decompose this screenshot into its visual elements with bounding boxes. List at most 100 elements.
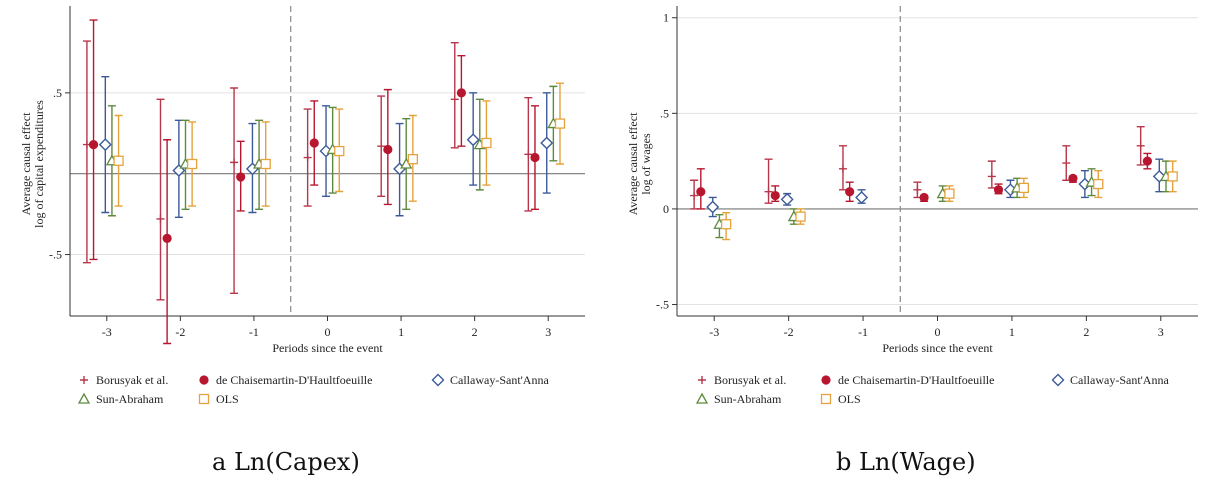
legend: Borusyak et al. de Chaisemartin-D'Haultfo… <box>77 373 549 406</box>
error-bar <box>230 87 239 295</box>
legend: Borusyak et al. de Chaisemartin-D'Haultfo… <box>695 373 1169 406</box>
data-point <box>156 214 165 223</box>
caption-capex: a Ln(Capex) <box>212 448 360 476</box>
series-ols <box>113 82 566 207</box>
y-axis-label: log of capital expenditures <box>32 100 46 228</box>
legend-marker <box>695 392 709 404</box>
x-tick-label: 2 <box>472 325 478 339</box>
data-point <box>554 118 566 129</box>
data-point <box>1136 141 1145 150</box>
data-point <box>780 192 794 206</box>
x-tick-label: -1 <box>858 325 868 339</box>
data-point <box>303 153 312 162</box>
data-point <box>1068 173 1078 183</box>
x-tick-label: -1 <box>249 325 259 339</box>
legend-label: de Chaisemartin-D'Haultfoeuille <box>838 373 994 387</box>
legend-label: Sun-Abraham <box>96 392 164 406</box>
error-bar <box>457 54 466 147</box>
y-axis-label: Average causal effect <box>626 112 640 215</box>
legend-item-ols: OLS <box>198 392 239 406</box>
data-point <box>407 153 418 165</box>
legend-item-ols: OLS <box>820 392 861 406</box>
data-point <box>450 95 459 104</box>
data-point <box>236 172 246 182</box>
data-point <box>855 190 869 204</box>
series-callaway-sant-anna <box>706 158 1166 218</box>
x-tick-label: -2 <box>175 325 185 339</box>
data-point <box>720 219 732 230</box>
data-point <box>88 139 99 150</box>
legend-label: de Chaisemartin-D'Haultfoeuille <box>216 373 372 387</box>
data-point <box>1018 182 1029 194</box>
y-tick-label: 1 <box>663 11 669 25</box>
chart-panel-wage: 1 .5 0 -.5 -3 -2 -1 0 1 2 3 Periods since the event… <box>604 0 1208 430</box>
legend-marker <box>77 392 91 404</box>
data-point <box>1142 156 1152 166</box>
series-ols <box>720 160 1178 241</box>
data-point <box>795 211 806 222</box>
data-point <box>524 150 533 159</box>
legend-label: Callaway-Sant'Anna <box>450 373 549 387</box>
data-point <box>98 138 112 152</box>
data-point <box>1167 171 1178 182</box>
data-point <box>466 133 480 147</box>
legend-label: Borusyak et al. <box>96 373 168 387</box>
legend-label: Callaway-Sant'Anna <box>1070 373 1169 387</box>
data-point <box>383 144 393 155</box>
error-bar <box>450 42 459 149</box>
data-point <box>993 185 1004 195</box>
x-tick-label: -3 <box>102 325 112 339</box>
data-point <box>456 88 466 98</box>
x-tick-label: -2 <box>784 325 794 339</box>
data-point <box>186 158 198 170</box>
series-de-chaisemartin-d-haultfoeuille <box>696 152 1152 210</box>
y-tick-label: 0 <box>663 202 669 216</box>
legend-item-sun-abraham: Sun-Abraham <box>77 392 164 406</box>
legend-label: Sun-Abraham <box>714 392 782 406</box>
legend-marker <box>199 375 209 385</box>
data-point <box>845 187 855 197</box>
series-borusyak-et-al <box>690 126 1145 210</box>
data-point <box>919 192 929 203</box>
x-axis-label: Periods since the event <box>882 341 993 355</box>
legend-marker <box>820 393 832 405</box>
y-axis-label: Average causal effect <box>19 112 33 215</box>
data-point <box>530 152 540 163</box>
data-point <box>1093 178 1104 190</box>
y-tick-label: .5 <box>660 106 669 120</box>
data-point <box>113 155 124 166</box>
series-borusyak-et-al <box>82 40 533 301</box>
y-tick-label: -.5 <box>656 298 669 312</box>
x-tick-label: 0 <box>935 325 941 339</box>
error-bar <box>156 98 165 301</box>
data-point <box>706 200 720 214</box>
error-bar <box>82 40 91 264</box>
data-point <box>696 187 706 197</box>
chart-panel-capex: .5 -.5 -3 -2 -1 0 1 2 3 Periods since the event Av… <box>0 0 604 430</box>
y-axis-label: log of wages <box>639 133 653 195</box>
y-tick-label: .5 <box>53 86 62 100</box>
data-point <box>838 164 847 173</box>
x-tick-label: 2 <box>1083 325 1089 339</box>
legend-marker <box>1051 373 1065 387</box>
data-point <box>309 138 319 148</box>
data-point <box>987 172 996 181</box>
x-tick-label: 3 <box>545 325 551 339</box>
x-tick-label: 0 <box>325 325 331 339</box>
data-point <box>1062 159 1071 168</box>
data-point <box>913 185 922 194</box>
legend-item-callaway-sant-anna: Callaway-Sant'Anna <box>1051 373 1169 387</box>
x-axis-label: Periods since the event <box>272 341 383 355</box>
error-bar <box>764 158 773 204</box>
data-point <box>162 233 172 243</box>
data-point <box>770 190 780 201</box>
chart-capex: .5 -.5 -3 -2 -1 0 1 2 3 Periods since the event Av… <box>19 6 585 406</box>
data-point <box>230 158 239 167</box>
legend-label: OLS <box>216 392 239 406</box>
data-point <box>690 191 699 200</box>
error-bar <box>89 19 98 261</box>
legend-item-borusyak-et-al: Borusyak et al. <box>698 373 786 387</box>
y-tick-label: -.5 <box>49 248 62 262</box>
legend-item-de-chaisemartin-d-haultfoeuille: de Chaisemartin-D'Haultfoeuille <box>199 373 372 387</box>
x-tick-label: 3 <box>1158 325 1164 339</box>
